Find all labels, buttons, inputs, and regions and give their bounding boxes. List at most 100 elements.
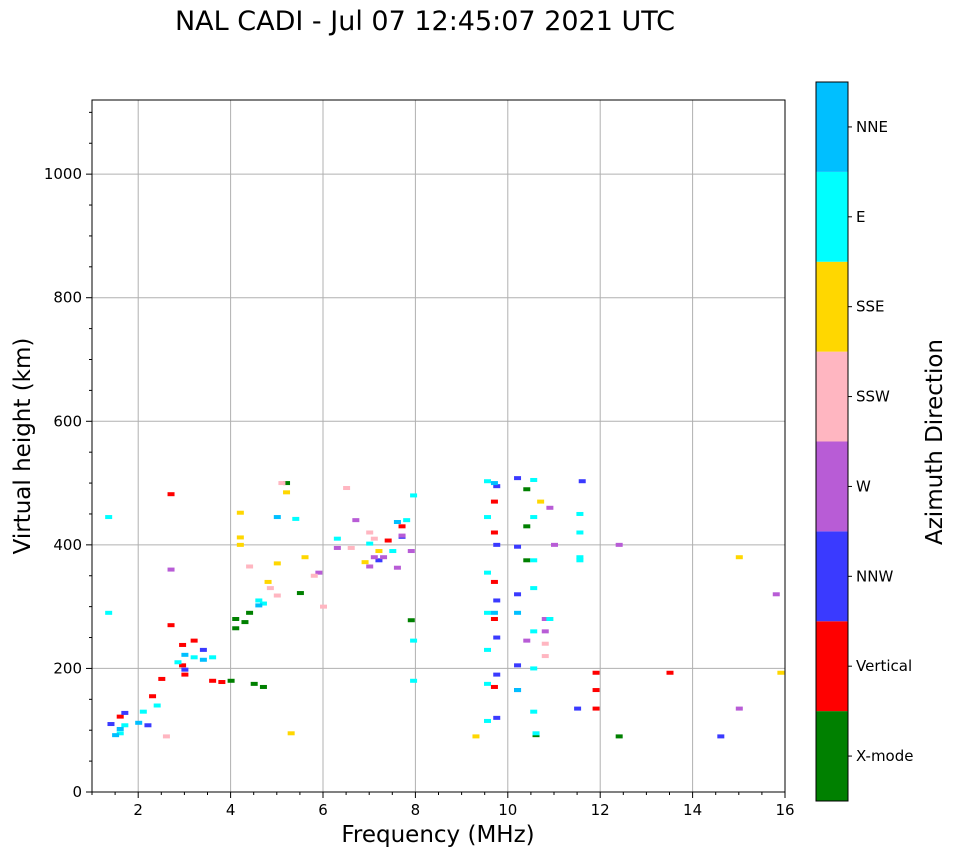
colorbar-segment bbox=[816, 621, 848, 712]
data-point bbox=[592, 670, 600, 675]
data-point bbox=[255, 603, 263, 608]
data-point bbox=[493, 484, 501, 489]
y-axis-label: Virtual height (km) bbox=[10, 338, 36, 555]
data-point bbox=[472, 734, 480, 739]
colorbar-segment bbox=[816, 351, 848, 442]
data-point bbox=[546, 617, 554, 621]
data-point bbox=[366, 564, 374, 569]
data-point bbox=[116, 731, 124, 736]
data-point bbox=[283, 490, 291, 495]
data-point bbox=[389, 549, 397, 554]
data-point bbox=[666, 670, 674, 675]
data-point bbox=[532, 731, 540, 736]
data-point bbox=[116, 714, 124, 719]
data-point bbox=[410, 638, 418, 643]
data-point bbox=[218, 680, 226, 685]
data-points bbox=[105, 476, 785, 739]
data-point bbox=[116, 726, 124, 731]
data-point bbox=[370, 555, 378, 560]
data-point bbox=[232, 617, 240, 621]
colorbar-tick-label: SSW bbox=[856, 388, 890, 406]
data-point bbox=[105, 610, 113, 615]
data-point bbox=[484, 515, 492, 520]
data-point bbox=[537, 499, 545, 504]
data-point bbox=[255, 598, 263, 603]
data-point bbox=[546, 505, 554, 510]
data-point bbox=[264, 579, 272, 584]
colorbar-tick-label: NNE bbox=[856, 118, 888, 136]
data-point bbox=[484, 570, 492, 575]
data-point bbox=[333, 545, 341, 550]
data-point bbox=[514, 544, 522, 549]
data-point bbox=[179, 663, 187, 668]
x-tick-label: 12 bbox=[591, 801, 610, 819]
data-point bbox=[246, 564, 254, 569]
data-point bbox=[273, 593, 281, 598]
x-axis-label: Frequency (MHz) bbox=[341, 822, 534, 848]
data-point bbox=[530, 558, 538, 563]
data-point bbox=[112, 733, 120, 738]
data-point bbox=[523, 558, 531, 563]
data-point bbox=[153, 703, 161, 708]
chart-title: NAL CADI - Jul 07 12:45:07 2021 UTC bbox=[174, 6, 676, 37]
data-point bbox=[493, 598, 501, 603]
data-point bbox=[227, 678, 235, 683]
data-point bbox=[121, 723, 129, 728]
data-point bbox=[490, 579, 498, 584]
colorbar-segment bbox=[816, 261, 848, 352]
data-point bbox=[366, 530, 374, 535]
data-point bbox=[375, 549, 383, 554]
data-point bbox=[320, 604, 327, 609]
data-point bbox=[576, 558, 584, 563]
data-point bbox=[490, 481, 498, 486]
data-point bbox=[232, 626, 240, 631]
data-point bbox=[181, 652, 189, 657]
data-point bbox=[167, 492, 175, 497]
data-point bbox=[523, 524, 531, 529]
data-point bbox=[541, 641, 549, 646]
series-vertical bbox=[116, 492, 674, 719]
data-point bbox=[551, 542, 558, 547]
data-point bbox=[343, 486, 351, 491]
data-point bbox=[301, 555, 309, 560]
series-w bbox=[167, 505, 780, 711]
data-point bbox=[370, 536, 378, 541]
data-point bbox=[576, 530, 584, 535]
data-point bbox=[333, 536, 341, 541]
data-point bbox=[259, 684, 267, 689]
data-point bbox=[530, 477, 538, 482]
data-point bbox=[493, 635, 501, 640]
x-tick-label: 8 bbox=[411, 801, 421, 819]
data-point bbox=[162, 734, 170, 739]
data-point bbox=[592, 706, 600, 711]
data-point bbox=[490, 530, 498, 535]
data-point bbox=[144, 723, 152, 728]
data-point bbox=[735, 555, 743, 560]
data-point bbox=[541, 629, 549, 634]
colorbar-segment bbox=[816, 711, 848, 801]
data-point bbox=[158, 676, 166, 681]
data-point bbox=[530, 515, 538, 520]
data-point bbox=[772, 592, 780, 597]
data-point bbox=[190, 638, 198, 643]
data-point bbox=[278, 481, 286, 486]
data-point bbox=[576, 511, 584, 516]
data-point bbox=[105, 515, 113, 520]
data-point bbox=[615, 734, 623, 739]
data-point bbox=[398, 533, 406, 538]
data-point bbox=[266, 586, 274, 591]
data-point bbox=[615, 542, 623, 547]
data-point bbox=[347, 545, 355, 550]
data-point bbox=[190, 655, 198, 660]
data-point bbox=[493, 715, 501, 720]
colorbar-tick-label: X-mode bbox=[856, 747, 913, 765]
data-point bbox=[366, 541, 374, 546]
y-tick-label: 200 bbox=[53, 659, 82, 677]
y-tick-label: 600 bbox=[53, 412, 82, 430]
data-point bbox=[523, 487, 531, 492]
series-x-mode bbox=[227, 481, 623, 739]
data-point bbox=[514, 592, 522, 597]
y-tick-label: 400 bbox=[53, 536, 82, 554]
colorbar: X-mode Vertical NNW W SSW SSE E NNE bbox=[815, 81, 913, 802]
